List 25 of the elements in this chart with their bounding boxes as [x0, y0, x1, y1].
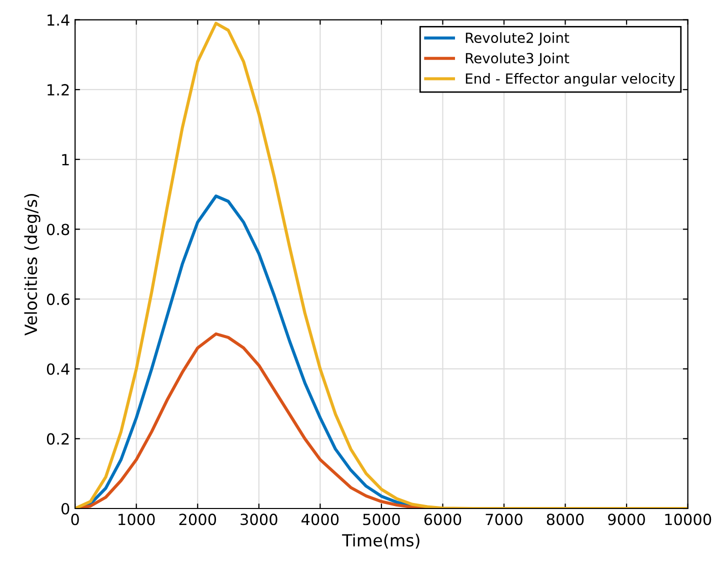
legend-label: Revolute2 Joint: [466, 32, 570, 46]
x-tick-label: 10000: [665, 514, 712, 526]
x-tick-label: 4000: [301, 514, 339, 526]
x-tick-label: 9000: [608, 514, 645, 526]
y-tick-label: 1.2: [48, 84, 69, 96]
x-tick-label: 5000: [363, 514, 400, 526]
y-tick-label: 1: [62, 154, 69, 166]
y-axis-title: Velocities (deg/s): [24, 194, 40, 336]
y-tick-label: 0.4: [46, 363, 70, 375]
x-tick-label: 0: [71, 514, 79, 526]
legend-label: Revolute3 Joint: [466, 52, 570, 66]
y-tick-label: 0: [62, 502, 70, 515]
y-tick-label: 0.8: [46, 224, 70, 236]
x-tick-label: 2000: [179, 514, 216, 526]
line-series: [75, 22, 688, 508]
x-axis-title: Time(ms): [342, 534, 420, 549]
x-tick-label: 6000: [424, 514, 462, 526]
y-tick-label: 0.2: [46, 433, 69, 445]
y-tick-label: 0.6: [46, 294, 70, 306]
legend-label: End - Effector angular velocity: [466, 73, 675, 86]
x-tick-label: 8000: [546, 514, 584, 526]
x-tick-label: 7000: [486, 514, 522, 526]
x-tick-label: 3000: [240, 514, 278, 526]
x-tick-label: 1000: [118, 514, 155, 526]
y-tick-label: 1.4: [48, 14, 70, 26]
